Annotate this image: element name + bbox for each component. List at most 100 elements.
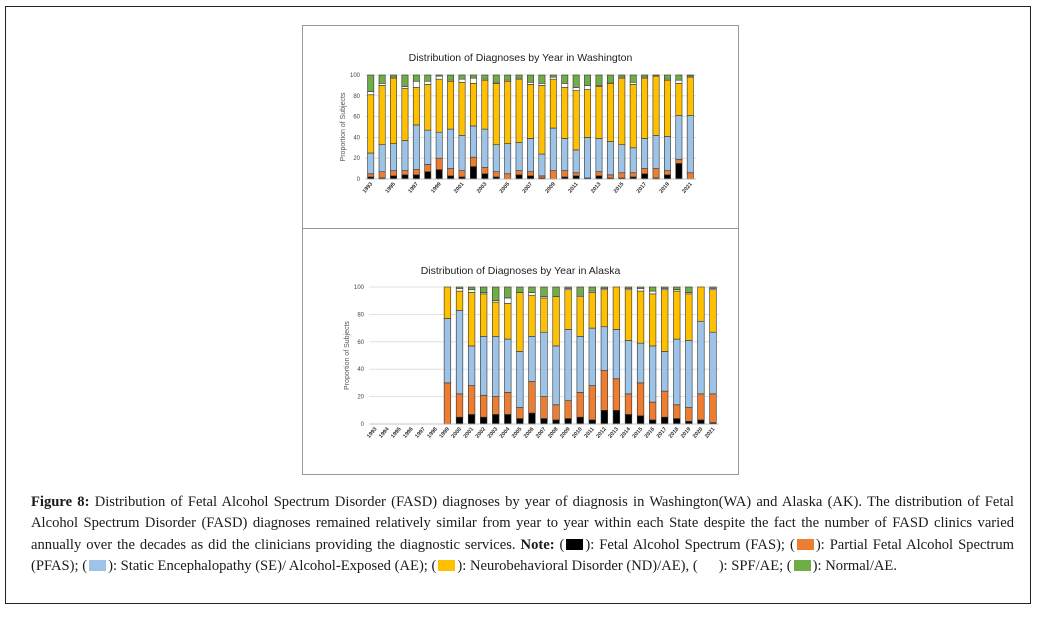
bar-segment-nd-2008 [552, 296, 560, 347]
bar-segment-se-2003 [492, 336, 500, 397]
legend-label: ): SPF/AE; ( [718, 557, 792, 574]
bar-segment-fas-2003 [481, 173, 489, 180]
bar-segment-se-2009 [549, 127, 557, 171]
bar-segment-nd-2009 [549, 78, 557, 129]
bar-segment-se-2010 [561, 138, 569, 171]
bar-segment-pfas-2006 [515, 170, 523, 176]
bar-segment-fas-2016 [649, 419, 657, 425]
bar-segment-pfas-2021 [709, 393, 717, 423]
y-tick-label: 40 [353, 135, 360, 141]
bar-segment-fas-2000 [455, 416, 464, 425]
bar-segment-pfas-1995 [390, 170, 397, 177]
x-tick-label: 2007 [535, 426, 547, 439]
bar-segment-nd-2018 [673, 290, 681, 340]
bar-segment-fas-2006 [528, 412, 536, 425]
alaska-chart: Distribution of Diagnoses by Year in Ala… [302, 228, 739, 475]
bar-segment-spf-2012 [584, 85, 592, 90]
bar-segment-normal-2016 [649, 286, 657, 292]
x-tick-label: 2021 [681, 181, 693, 194]
bar-segment-normal-2006 [528, 286, 536, 293]
bar-segment-pfas-2013 [595, 171, 603, 177]
bar-segment-pfas-2016 [629, 172, 637, 178]
bar-segment-fas-2009 [564, 418, 572, 425]
bar-segment-pfas-2007 [527, 171, 534, 177]
x-tick-label: 1995 [390, 426, 402, 439]
bar-segment-normal-2018 [652, 74, 660, 77]
note-label: Note: [520, 536, 555, 553]
bar-segment-nd-2010 [576, 296, 584, 337]
bar-segment-nd-1995 [390, 77, 397, 144]
bar-segment-pfas-2016 [649, 401, 657, 421]
bar-segment-normal-2020 [675, 74, 683, 81]
x-tick-label: 1997 [414, 426, 426, 439]
bar-segment-nd-2012 [600, 289, 608, 328]
x-tick-label: 2011 [567, 181, 579, 194]
bar-segment-normal-1998 [424, 74, 432, 82]
bar-segment-pfas-2019 [685, 407, 693, 422]
bar-segment-spf-2011 [572, 87, 580, 91]
bar-segment-se-2017 [661, 351, 669, 392]
bar-segment-nd-2002 [469, 83, 477, 127]
bar-segment-pfas-2003 [481, 167, 489, 175]
bar-segment-nd-2018 [652, 75, 660, 136]
caption-text: Distribution of Fetal Alcohol Spectrum D… [31, 494, 1014, 553]
bar-segment-nd-2006 [528, 294, 536, 337]
bar-segment-se-2021 [709, 331, 717, 395]
bar-segment-nd-2014 [606, 83, 614, 142]
bar-segment-normal-2013 [595, 74, 603, 86]
bar-segment-se-2020 [697, 320, 705, 395]
bar-segment-se-2016 [629, 147, 637, 174]
bar-segment-se-2003 [481, 128, 489, 168]
bar-segment-fas-1999 [435, 169, 443, 180]
bar-segment-nd-2019 [685, 293, 693, 341]
bar-segment-pfas-2000 [447, 168, 455, 177]
bar-segment-nd-1997 [412, 87, 420, 126]
x-tick-label: 2021 [704, 426, 716, 439]
bar-segment-pfas-1994 [378, 171, 386, 179]
bar-segment-nd-2005 [504, 80, 512, 144]
bar-segment-normal-2019 [664, 74, 671, 80]
bar-segment-fas-2019 [664, 174, 671, 180]
bar-segment-nd-2000 [447, 80, 455, 130]
bar-segment-se-2021 [686, 115, 694, 174]
bar-segment-nd-1998 [424, 84, 432, 131]
y-tick-label: 40 [357, 367, 364, 373]
bar-segment-se-1999 [435, 131, 443, 159]
washington-chart-svg: 0 20 40 60 80 100 Proportion of Subjects 1993 19… [340, 73, 696, 195]
bar-segment-fas-2020 [675, 163, 683, 180]
bar-segment-normal-2021 [686, 74, 694, 77]
bar-segment-se-2002 [480, 336, 488, 396]
bar-segment-se-2014 [606, 141, 614, 176]
bar-segment-pfas-2021 [686, 172, 694, 180]
bar-segment-pfas-2020 [675, 158, 683, 164]
bar-segment-normal-2007 [540, 286, 548, 297]
bar-segment-pfas-2006 [528, 381, 536, 414]
legend-swatch-nd [438, 559, 456, 571]
x-tick-label: 2011 [584, 426, 596, 439]
bar-segment-normal-2018 [673, 286, 681, 291]
bar-segment-pfas-1999 [443, 382, 452, 425]
bar-segment-fas-2003 [492, 414, 500, 425]
bar-segment-normal-1993 [367, 74, 375, 92]
bar-segment-normal-1997 [412, 74, 420, 82]
bar-segment-se-1993 [367, 152, 375, 175]
bar-segment-spf-2007 [527, 81, 534, 85]
caption-label: Figure 8: [31, 494, 90, 510]
x-tick-label: 2017 [656, 426, 668, 439]
bar-segment-fas-2002 [480, 416, 488, 425]
bar-segment-pfas-2014 [606, 174, 614, 179]
legend-swatch-normal [793, 559, 811, 571]
bar-segment-normal-1994 [378, 74, 386, 84]
bar-segment-se-2017 [641, 138, 649, 169]
x-tick-label: 2019 [680, 426, 692, 439]
y-axis-label: Proportion of Subjects [340, 92, 347, 161]
bar-segment-se-1996 [401, 140, 409, 171]
bar-segment-se-2019 [685, 340, 693, 408]
bar-segment-nd-2019 [664, 79, 671, 137]
legend-swatch-se [89, 559, 107, 571]
bar-segment-pfas-1997 [412, 169, 420, 176]
bar-segment-se-2007 [540, 331, 548, 397]
bar-segment-fas-2015 [636, 415, 645, 425]
bar-segment-pfas-2010 [561, 170, 569, 178]
